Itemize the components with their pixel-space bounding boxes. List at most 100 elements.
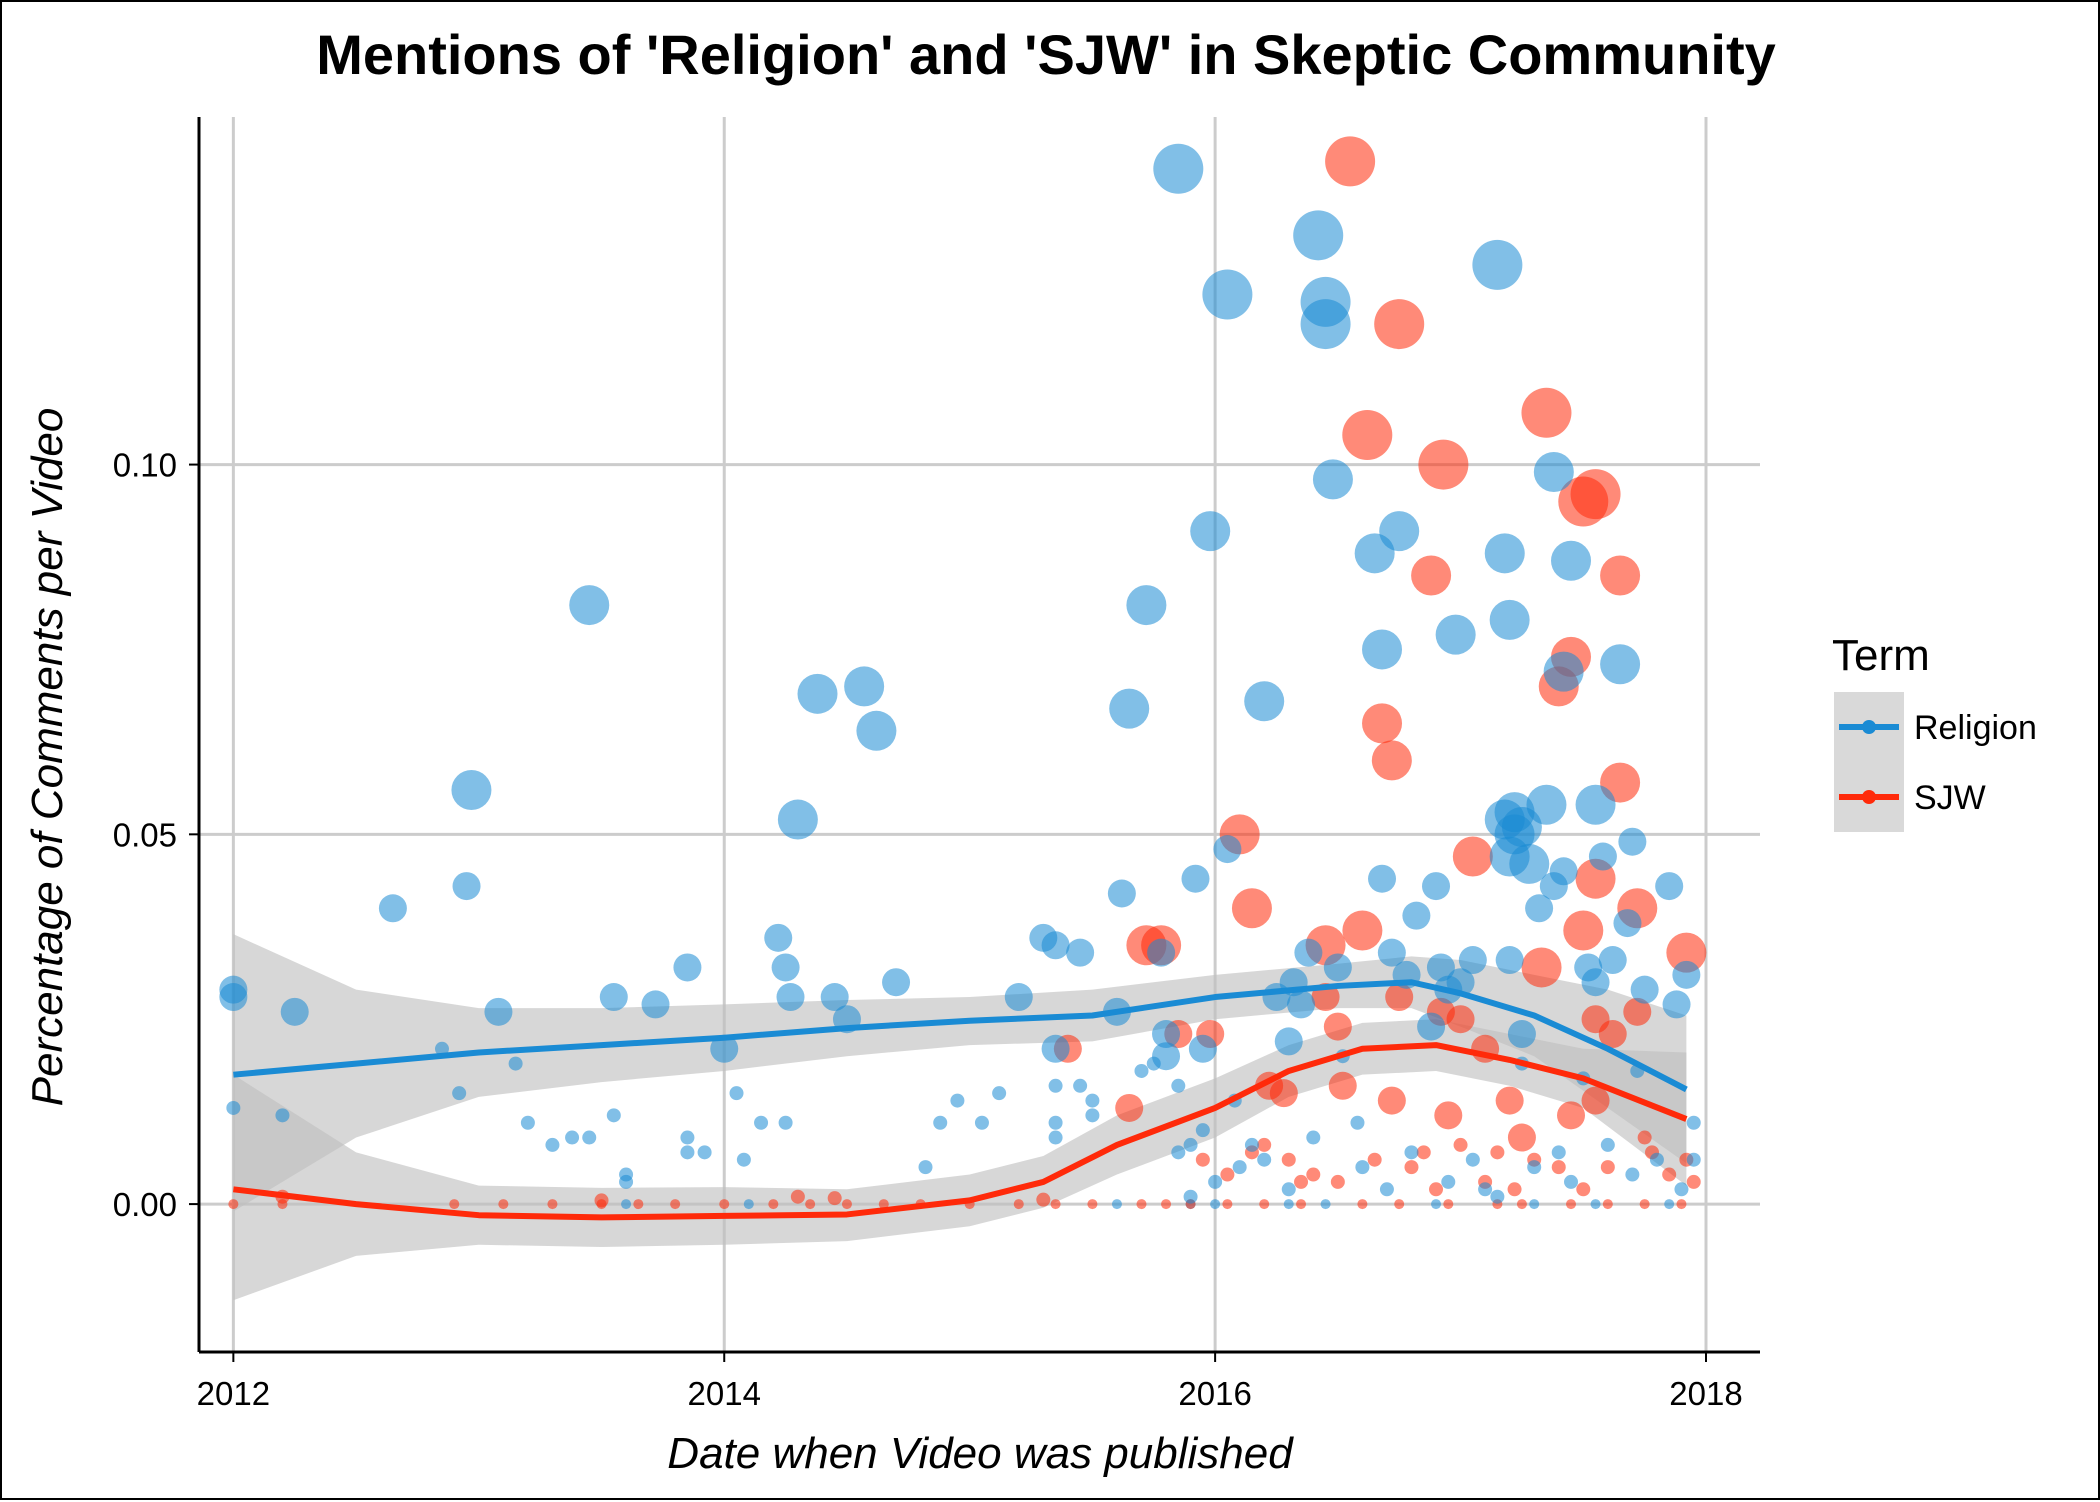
data-point-sjw xyxy=(1429,1182,1444,1197)
data-point-religion xyxy=(1312,459,1353,500)
data-point-religion xyxy=(1283,1199,1294,1210)
data-point-sjw xyxy=(1416,1145,1431,1160)
x-ticks: 2012 2014 2016 2018 xyxy=(197,1352,1743,1412)
data-point-religion xyxy=(1490,1189,1505,1204)
data-point-religion xyxy=(1600,644,1641,685)
data-point-sjw xyxy=(1600,555,1641,596)
data-point-sjw xyxy=(1371,740,1412,781)
data-point-religion xyxy=(680,1145,695,1160)
data-point-religion xyxy=(1507,1020,1536,1049)
data-point-religion xyxy=(226,1100,241,1115)
data-point-religion xyxy=(1368,864,1397,893)
data-point-religion xyxy=(452,872,481,901)
data-point-sjw xyxy=(1666,932,1707,973)
data-point-sjw xyxy=(1516,1199,1527,1210)
data-point-sjw xyxy=(1281,1152,1296,1167)
data-point-religion xyxy=(1478,1182,1493,1197)
data-point-religion xyxy=(1244,681,1285,722)
data-point-religion xyxy=(1404,1145,1419,1160)
data-point-sjw xyxy=(1404,1160,1419,1175)
data-point-religion xyxy=(1181,864,1210,893)
data-points xyxy=(219,136,1707,1210)
data-point-sjw xyxy=(1231,888,1272,929)
data-point-sjw xyxy=(1686,1174,1701,1189)
data-point-religion xyxy=(1431,1199,1442,1210)
data-point-religion xyxy=(1575,784,1616,825)
data-point-sjw xyxy=(1323,1012,1352,1041)
data-point-religion xyxy=(582,1130,597,1145)
data-point-religion xyxy=(1533,451,1574,492)
data-point-sjw xyxy=(1342,910,1383,951)
data-point-religion xyxy=(933,1115,948,1130)
data-point-religion xyxy=(1320,1199,1331,1210)
data-point-religion xyxy=(1630,975,1659,1004)
data-point-religion xyxy=(1529,1199,1540,1210)
data-point-sjw xyxy=(1637,1130,1652,1145)
data-point-sjw xyxy=(1598,1020,1627,1049)
data-point-religion xyxy=(275,1108,290,1123)
data-point-sjw xyxy=(1452,836,1493,877)
data-point-sjw xyxy=(449,1199,460,1210)
data-point-sjw xyxy=(1495,1086,1524,1115)
data-point-religion xyxy=(1004,983,1033,1012)
data-point-religion xyxy=(1306,1130,1321,1145)
data-point-religion xyxy=(754,1115,769,1130)
data-point-religion xyxy=(451,769,492,810)
data-point-religion xyxy=(545,1137,560,1152)
legend-dot-religion xyxy=(1862,720,1876,734)
data-point-religion xyxy=(1048,1115,1063,1130)
data-point-sjw xyxy=(547,1199,558,1210)
data-point-sjw xyxy=(1385,983,1414,1012)
data-point-religion xyxy=(1066,938,1095,967)
data-point-religion xyxy=(1171,1078,1186,1093)
data-point-religion xyxy=(1686,1152,1701,1167)
data-point-sjw xyxy=(594,1193,609,1208)
smoothed-lines xyxy=(233,979,1688,1221)
data-point-sjw xyxy=(1662,1167,1677,1182)
data-point-sjw xyxy=(1600,1160,1615,1175)
data-point-religion xyxy=(1294,938,1323,967)
data-point-sjw xyxy=(805,1199,816,1210)
data-point-religion xyxy=(1379,511,1420,552)
data-point-sjw xyxy=(670,1199,681,1210)
x-tick-label: 2014 xyxy=(688,1375,761,1412)
data-point-sjw xyxy=(1362,703,1403,744)
data-point-religion xyxy=(777,799,818,840)
data-point-religion xyxy=(565,1130,580,1145)
data-point-religion xyxy=(1048,1130,1063,1145)
data-point-religion xyxy=(1208,1174,1223,1189)
data-point-religion xyxy=(599,983,628,1012)
data-point-sjw xyxy=(1507,1182,1522,1197)
data-point-sjw xyxy=(1566,1199,1577,1210)
data-point-sjw xyxy=(1259,1199,1270,1210)
data-point-religion xyxy=(1183,1137,1198,1152)
data-point-religion xyxy=(641,990,670,1019)
data-point-religion xyxy=(621,1199,632,1210)
data-point-religion xyxy=(673,953,702,982)
legend-label-sjw: SJW xyxy=(1914,779,1986,817)
data-point-religion xyxy=(1613,909,1642,938)
data-point-religion xyxy=(1674,1182,1689,1197)
data-point-sjw xyxy=(1296,1199,1307,1210)
data-point-religion xyxy=(1293,210,1344,261)
data-point-sjw xyxy=(878,1199,889,1210)
data-point-religion xyxy=(619,1174,634,1189)
x-tick-label: 2018 xyxy=(1669,1375,1742,1412)
data-point-religion xyxy=(1662,990,1691,1019)
data-point-sjw xyxy=(1411,555,1452,596)
data-point-religion xyxy=(1126,585,1167,626)
data-point-religion xyxy=(1111,1199,1122,1210)
data-point-religion xyxy=(1171,1145,1186,1160)
data-point-religion xyxy=(778,1115,793,1130)
data-point-religion xyxy=(1686,1115,1701,1130)
data-point-sjw xyxy=(1521,387,1572,438)
data-point-sjw xyxy=(1507,1123,1536,1152)
data-point-religion xyxy=(1549,857,1578,886)
data-point-religion xyxy=(697,1145,712,1160)
data-point-religion xyxy=(1417,1012,1446,1041)
data-point-religion xyxy=(1655,872,1684,901)
data-point-religion xyxy=(1588,842,1617,871)
data-point-religion xyxy=(1195,1123,1210,1138)
data-point-sjw xyxy=(1602,1199,1613,1210)
